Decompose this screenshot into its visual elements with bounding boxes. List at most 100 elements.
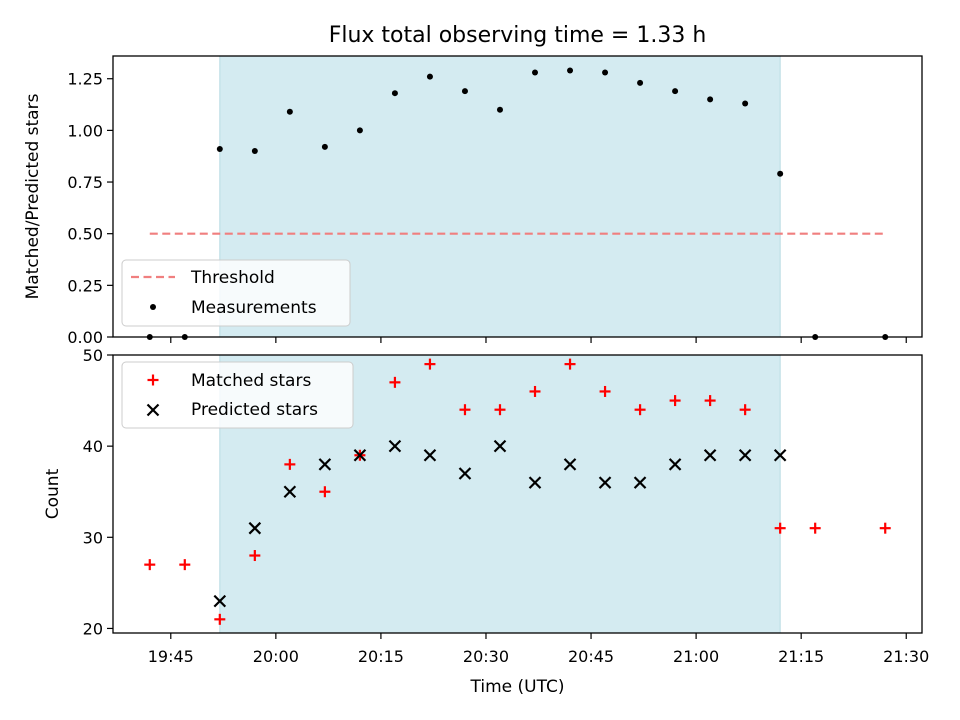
bottom-legend-box (121, 361, 354, 429)
bottom-x-ticks: 19:45 20:00 20:15 20:30 20:45 21:00 21:15 21:30 (148, 633, 929, 666)
x-tick-label: 20:00 (253, 647, 299, 666)
x-tick-label: 21:15 (778, 647, 824, 666)
bottom-y-tick-label: 50 (83, 346, 103, 365)
predicted-star-point (213, 594, 227, 608)
x-tick-label: 20:15 (358, 647, 404, 666)
matched-star-point (179, 559, 191, 571)
measurement-point (356, 127, 363, 134)
x-tick-label: 20:45 (568, 647, 614, 666)
top-y-tick-label: 0.75 (67, 173, 103, 192)
top-y-ticks: 0.00 0.25 0.50 0.75 1.00 1.25 (67, 70, 113, 347)
legend-threshold-label: Threshold (190, 268, 275, 288)
predicted-star-point (633, 476, 647, 489)
legend-matched-swatch (147, 374, 159, 386)
measurement-point (426, 73, 433, 80)
predicted-star-stroke-b (563, 458, 577, 471)
predicted-star-point (668, 458, 682, 471)
bottom-y-axis-label: Count (43, 468, 63, 519)
predicted-star-point (738, 448, 752, 462)
predicted-star-point (283, 485, 297, 498)
measurement-point (461, 88, 468, 95)
measurement-point (777, 170, 784, 177)
predicted-star-point (458, 467, 472, 480)
matched-star-point (809, 522, 821, 534)
measurement-point (286, 108, 293, 115)
bottom-axes-frame (112, 354, 923, 634)
predicted-star-stroke-b (353, 448, 367, 462)
bottom-panel: 20 30 40 50 19:45 20:00 20:15 20:30 20:45 21:00 2… (43, 346, 929, 697)
chart-title: Flux total observing time = 1.33 h (329, 23, 707, 48)
predicted-star-stroke-b (633, 476, 647, 489)
measurement-point (321, 143, 328, 150)
top-axes-frame (112, 55, 923, 338)
predicted-star-stroke-b (773, 448, 787, 462)
matched-star-point (284, 458, 296, 470)
legend-measurements-swatch (150, 304, 156, 310)
top-panel: 0.00 0.25 0.50 0.75 1.00 1.25 Flux total obse… (23, 23, 923, 347)
predicted-star-point (703, 448, 717, 462)
predicted-star-point (563, 458, 577, 471)
measurement-point (391, 90, 398, 97)
bottom-legend: Matched stars Predicted stars (121, 361, 354, 429)
measurement-point (707, 96, 714, 103)
predicted-star-stroke-b (493, 439, 507, 453)
predicted-star-stroke-b (318, 458, 332, 471)
matched-star-point (564, 358, 576, 370)
x-tick-label: 20:30 (463, 647, 509, 666)
matched-star-point (249, 550, 261, 562)
x-tick-label: 21:00 (673, 647, 719, 666)
bottom-y-tick-label: 40 (83, 437, 103, 456)
predicted-star-point (318, 458, 332, 471)
matched-star-point (739, 404, 751, 416)
matched-star-point (214, 613, 226, 625)
predicted-star-stroke-b (213, 594, 227, 608)
bottom-y-tick-label: 30 (83, 528, 103, 547)
top-y-tick-label: 0.50 (67, 225, 103, 244)
bottom-y-tick-label: 20 (83, 619, 103, 638)
predicted-star-stroke-b (668, 458, 682, 471)
top-y-tick-label: 1.25 (67, 70, 103, 89)
matched-star-point (459, 404, 471, 416)
measurement-point (672, 88, 679, 95)
predicted-star-point (598, 476, 612, 489)
matched-star-point (144, 559, 156, 571)
predicted-star-point (353, 448, 367, 462)
legend-predicted-swatch (146, 403, 160, 417)
legend-predicted-label: Predicted stars (191, 400, 318, 420)
predicted-star-point (248, 521, 262, 535)
legend-matched-label: Matched stars (191, 371, 311, 391)
matched-star-point (424, 358, 436, 370)
matched-star-point (774, 522, 786, 534)
measurement-point (532, 69, 539, 76)
predicted-star-point (493, 439, 507, 453)
predicted-star-stroke-b (528, 476, 542, 489)
predicted-stars-points (213, 439, 787, 608)
matched-star-point (669, 395, 681, 407)
legend-predicted-stroke-b (146, 403, 160, 417)
top-y-tick-label: 0.25 (67, 276, 103, 295)
measurement-point (602, 69, 609, 76)
top-y-tick-label: 0.00 (67, 328, 103, 347)
x-tick-label: 19:45 (148, 647, 194, 666)
measurement-point (216, 145, 223, 152)
predicted-star-point (773, 448, 787, 462)
predicted-star-point (388, 439, 402, 453)
predicted-star-stroke-b (703, 448, 717, 462)
predicted-star-point (528, 476, 542, 489)
measurement-point (496, 106, 503, 113)
matched-star-point (634, 404, 646, 416)
matched-star-point (319, 486, 331, 498)
measurement-point (567, 67, 574, 74)
matched-star-point (529, 385, 541, 397)
x-tick-label: 21:30 (883, 647, 929, 666)
predicted-star-point (423, 448, 437, 462)
top-x-ticks (170, 337, 907, 343)
measurement-point (637, 79, 644, 86)
top-y-tick-label: 1.00 (67, 121, 103, 140)
predicted-star-stroke-b (248, 521, 262, 535)
predicted-star-stroke-b (283, 485, 297, 498)
top-legend: Threshold Measurements (121, 259, 351, 327)
predicted-star-stroke-b (738, 448, 752, 462)
